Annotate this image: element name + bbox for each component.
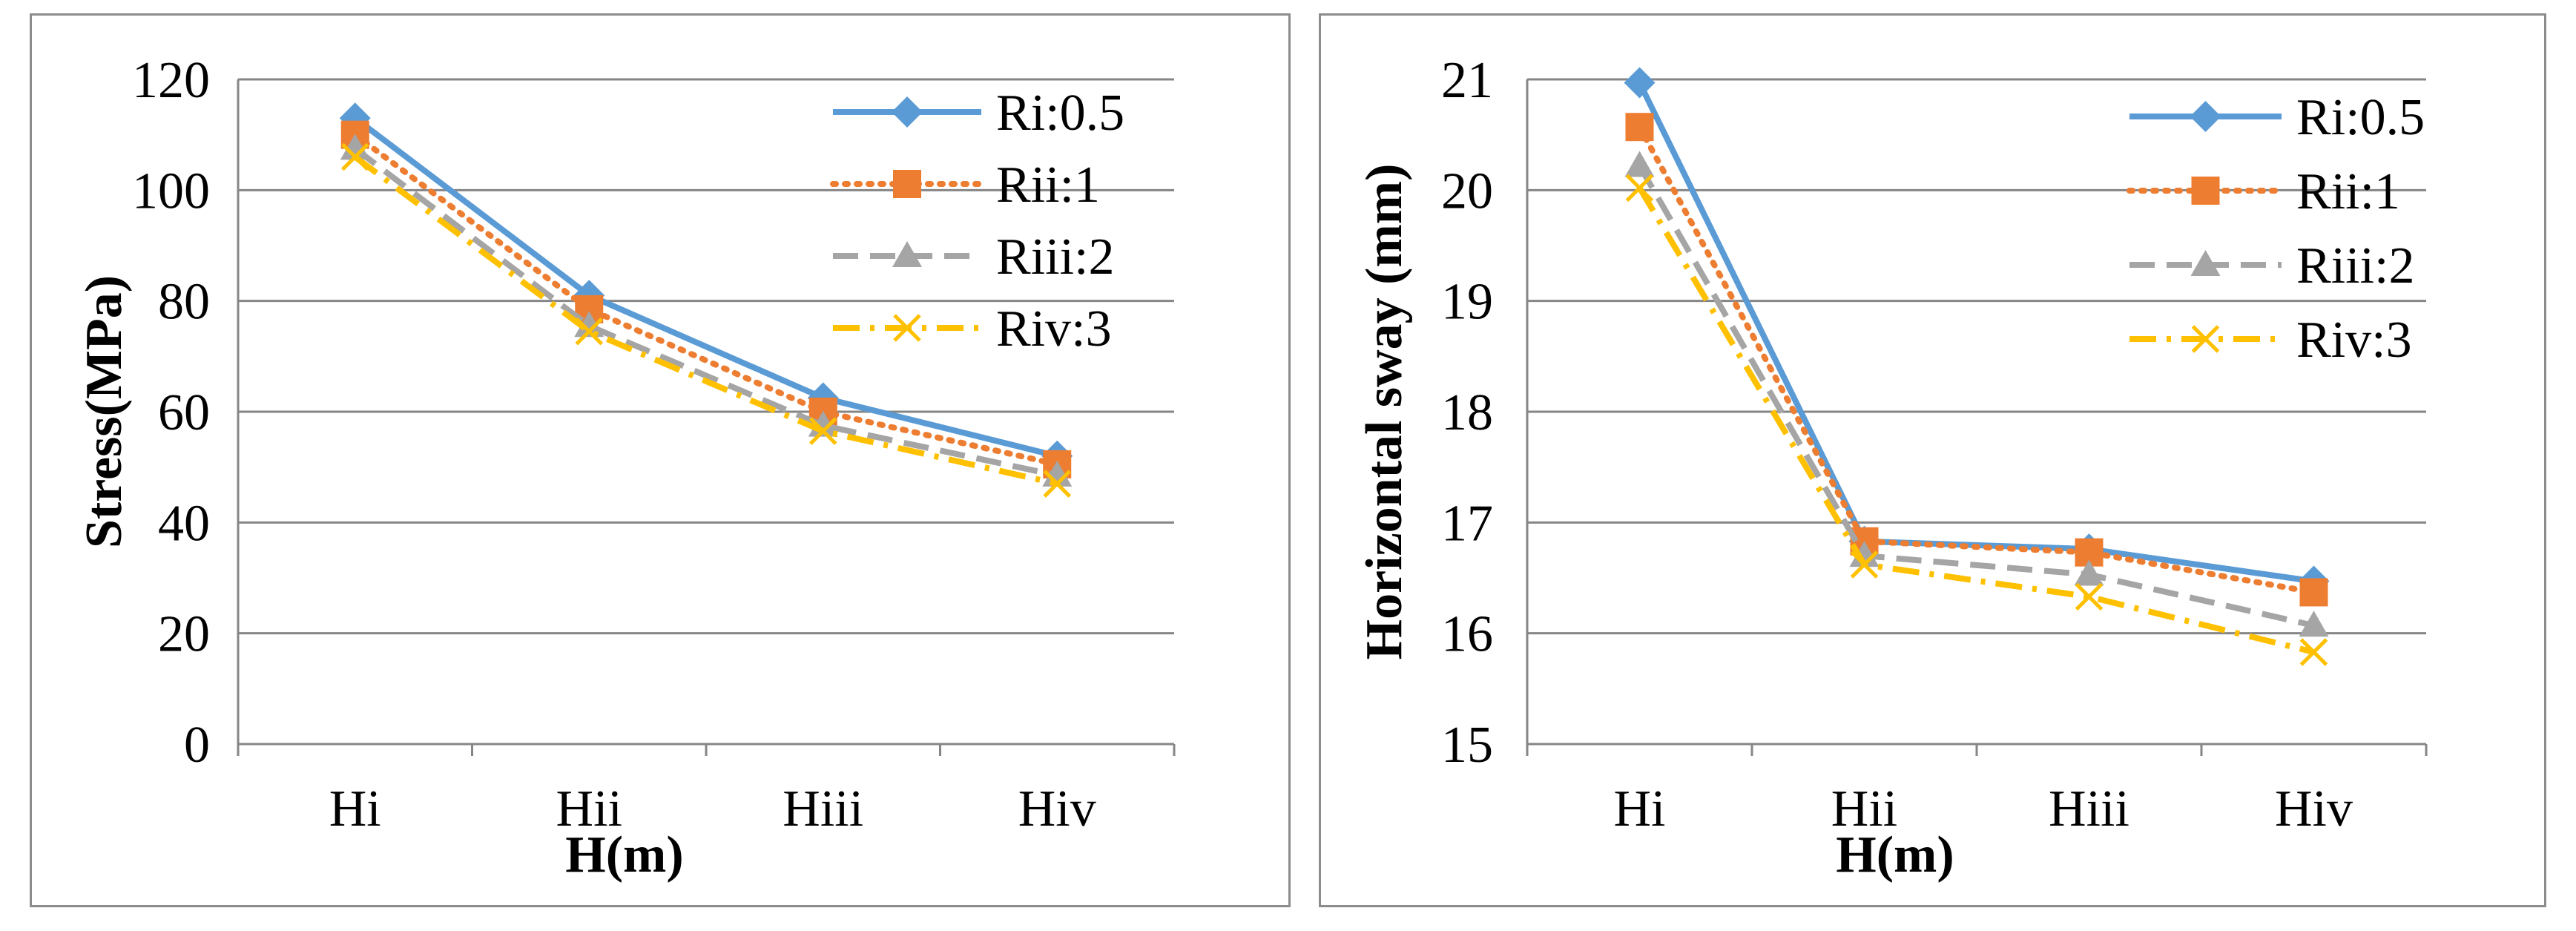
sway-series-riv-3-marker-hiii	[2075, 582, 2104, 611]
sway-series-riii-2	[1624, 151, 2329, 637]
stress-ytick-80: 80	[158, 274, 210, 331]
sway-legend: Ri:0.5 Rii:1 Riii:2 Riv:3	[2127, 89, 2425, 369]
stress-series-riv-3	[340, 142, 1072, 498]
sway-legend-riii-2-swatch-marker	[2190, 250, 2221, 276]
sway-series-riv-3-marker-hii	[1850, 550, 1879, 579]
stress-ytick-100: 100	[132, 162, 210, 220]
stress-series-ri-0-5	[339, 102, 1073, 472]
sway-series-riii-2-marker-hiv	[2299, 611, 2329, 637]
stress-y-axis-title: Stress(MPa)	[76, 275, 133, 548]
stress-chart: 0 20 40 60 80 100 120 Hi Hii Hiii Hiv H(m) Stress(MP…	[30, 13, 1291, 907]
sway-ytick-21: 21	[1441, 52, 1493, 109]
stress-series-riv-3-marker-hiv	[1043, 470, 1072, 498]
stress-ytick-0: 0	[184, 717, 210, 774]
sway-legend-rii-1-label: Rii:1	[2296, 163, 2400, 220]
sway-series-riv-3-marker-hii-stroke-b	[1850, 550, 1879, 579]
stress-chart-svg: 0 20 40 60 80 100 120 Hi Hii Hiii Hiv H(m) Stress(MP…	[76, 52, 1176, 884]
sway-ytick-17: 17	[1441, 495, 1493, 552]
sway-xtick-hiii: Hiii	[2049, 780, 2129, 838]
sway-series-riv-3	[1625, 174, 2328, 666]
sway-ytick-16: 16	[1441, 606, 1493, 663]
stress-series-ri-0-5-line	[353, 116, 1058, 459]
stress-series-riii-2-marker-hii	[574, 311, 605, 338]
stress-legend-riv-3-swatch-marker-stroke-b	[893, 314, 921, 342]
stress-series-riv-3-marker-hiv-stroke-b	[1043, 470, 1072, 498]
sway-chart-svg: 15 16 17 18 19 20 21 Hi Hii Hiii Hiv H(m) Horizontal…	[1356, 52, 2428, 884]
stress-legend-ri-0-5-label: Ri:0.5	[996, 85, 1124, 142]
sway-series-riii-2-marker-hiii	[2074, 559, 2104, 586]
sway-legend-riv-3-swatch-marker-stroke-b	[2191, 325, 2220, 353]
sway-chart: 15 16 17 18 19 20 21 Hi Hii Hiii Hiv H(m) Horizontal…	[1319, 13, 2546, 907]
stress-series-rii-1-line	[352, 131, 1061, 467]
stress-legend-riii-2-swatch-marker	[892, 241, 922, 267]
sway-legend-riv-3-label: Riv:3	[2296, 312, 2412, 369]
stress-ytick-120: 120	[132, 52, 210, 109]
sway-series-rii-1-marker-hiv	[2299, 578, 2328, 607]
sway-series-ri-0-5-marker-hi	[1624, 67, 1656, 99]
sway-legend-riv-3-swatch-marker	[2191, 325, 2220, 353]
stress-legend-rii-1-swatch-marker	[893, 170, 921, 198]
sway-series-riv-3-marker-hiv-stroke-b	[2299, 638, 2328, 666]
stress-legend: Ri:0.5 Rii:1 Riii:2 Riv:3	[830, 85, 1124, 358]
sway-ytick-18: 18	[1441, 384, 1493, 441]
stress-x-axis-title: H(m)	[565, 826, 683, 884]
stress-xtick-hi: Hi	[329, 780, 381, 838]
sway-series-riv-3-marker-hiii-stroke-b	[2075, 582, 2104, 611]
stress-series-riii-2-line	[353, 146, 1058, 478]
sway-series-ri-0-5	[1624, 67, 2330, 597]
stress-series-riv-3-marker-hii-stroke-b	[575, 317, 604, 346]
stress-series-riv-3-line	[353, 154, 1058, 487]
sway-legend-riii-2-label: Riii:2	[2296, 237, 2414, 295]
sway-ytick-20: 20	[1441, 162, 1493, 220]
stress-legend-riii-2-label: Riii:2	[996, 228, 1114, 286]
sway-series-rii-1-marker-hi	[1625, 113, 1654, 142]
stress-legend-riv-3-label: Riv:3	[996, 300, 1112, 358]
stress-legend-ri-0-5-swatch-marker	[892, 96, 923, 128]
sway-series-riii-2-marker-hi	[1624, 151, 1655, 177]
sway-series-riii-2-line	[1637, 164, 2315, 629]
stress-xtick-hii: Hii	[556, 780, 622, 838]
sway-legend-rii-1-swatch-marker	[2191, 177, 2220, 205]
stress-xtick-hiv: Hiv	[1018, 780, 1096, 838]
stress-legend-riv-3-swatch-marker	[893, 314, 921, 342]
sway-x-axis-title: H(m)	[1836, 826, 1954, 884]
stress-ytick-20: 20	[158, 606, 210, 663]
sway-series-riv-3-marker-hi	[1625, 174, 1654, 203]
sway-legend-ri-0-5-label: Ri:0.5	[2296, 89, 2425, 146]
stress-legend-rii-1-label: Rii:1	[996, 157, 1100, 214]
stress-series-rii-1	[340, 120, 1072, 478]
sway-series-riv-3-line	[1637, 186, 2315, 655]
stress-series-riv-3-marker-hi-stroke-b	[340, 142, 369, 171]
sway-series-riii-2-marker-hii	[1849, 541, 1880, 568]
sway-ytick-19: 19	[1441, 274, 1493, 331]
sway-xtick-hii: Hii	[1831, 780, 1897, 838]
sway-xtick-hi: Hi	[1614, 780, 1666, 838]
stress-ytick-60: 60	[158, 384, 210, 441]
sway-series-riv-3-marker-hi-stroke-b	[1625, 174, 1654, 203]
sway-ytick-15: 15	[1441, 717, 1493, 774]
sway-y-axis-title: Horizontal sway (mm)	[1356, 164, 1413, 660]
sway-series-rii-1-line	[1636, 124, 2317, 596]
stress-series-riv-3-marker-hiii-stroke-b	[808, 417, 837, 445]
sway-series-riv-3-marker-hiv	[2299, 638, 2328, 666]
stress-series-riv-3-marker-hii	[575, 317, 604, 346]
sway-xtick-hiv: Hiv	[2275, 780, 2353, 838]
stress-series-riv-3-marker-hi	[340, 142, 369, 171]
stress-xtick-hiii: Hiii	[783, 780, 863, 838]
stress-series-riii-2-marker-hi	[340, 134, 370, 160]
sway-legend-ri-0-5-swatch-marker	[2190, 101, 2221, 132]
stress-series-riv-3-marker-hiii	[808, 417, 837, 445]
sway-series-rii-1	[1625, 113, 2328, 607]
stress-series-riii-2-marker-hiv	[1042, 460, 1073, 487]
stress-ytick-40: 40	[158, 495, 210, 552]
